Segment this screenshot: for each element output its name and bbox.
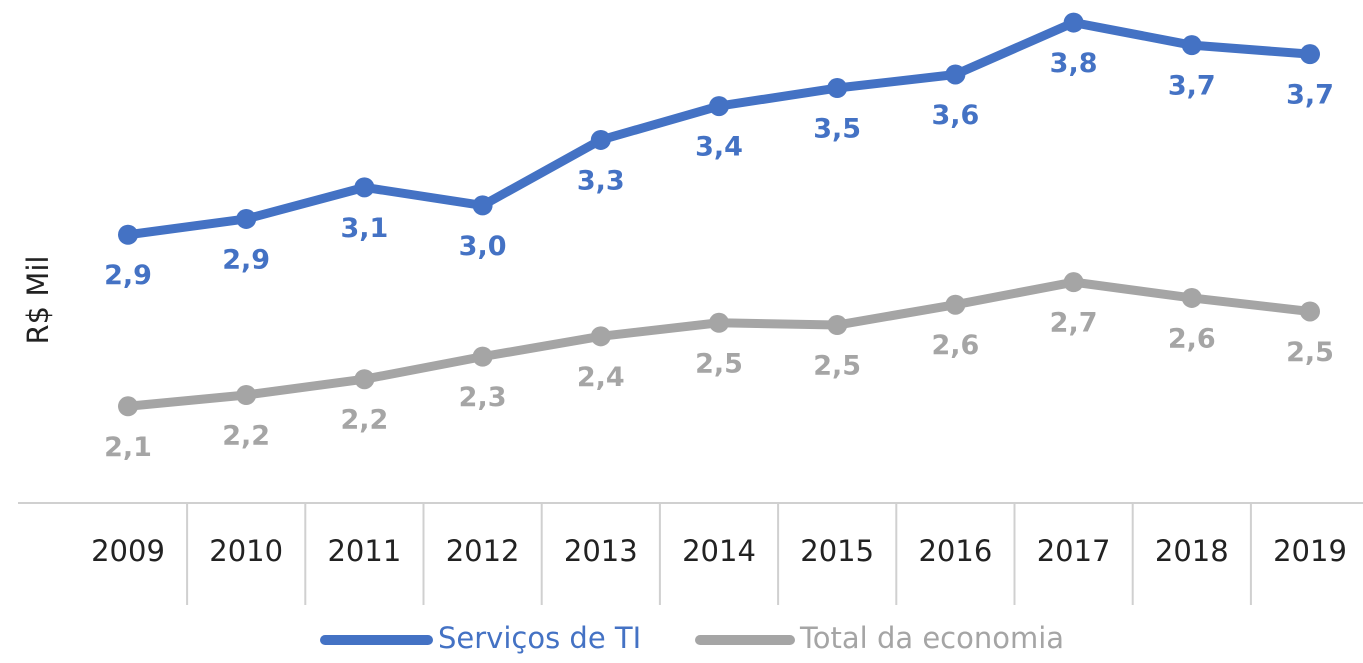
point	[709, 312, 729, 333]
point	[118, 224, 138, 245]
data-label: 2,6	[1168, 323, 1216, 354]
data-label: 2,9	[222, 244, 270, 275]
data-label: 3,7	[1286, 80, 1334, 111]
data-label: 2,7	[1050, 308, 1098, 339]
data-label: 3,5	[813, 114, 861, 145]
data-label: 3,8	[1050, 48, 1098, 79]
x-tick-label: 2009	[91, 534, 165, 568]
data-label: 2,5	[1286, 337, 1334, 368]
point	[1063, 272, 1084, 293]
point	[945, 294, 966, 315]
data-label: 3,0	[459, 231, 507, 262]
x-tick-label: 2010	[209, 534, 283, 568]
legend-label: Serviços de TI	[438, 621, 641, 655]
point	[590, 326, 611, 347]
x-tick-label: 2014	[682, 534, 756, 568]
data-label: 2,6	[931, 330, 979, 361]
point	[827, 315, 848, 336]
data-label: 3,7	[1168, 71, 1216, 102]
point	[1181, 35, 1202, 56]
x-tick-label: 2018	[1155, 534, 1229, 568]
point	[236, 385, 257, 405]
series-line	[127, 18, 1311, 240]
point	[472, 195, 493, 216]
data-label: 2,1	[104, 432, 152, 463]
x-tick-label: 2017	[1037, 534, 1111, 568]
point	[354, 177, 375, 198]
y-axis-label: R$ Mil	[21, 256, 55, 345]
data-label: 2,2	[340, 405, 388, 436]
x-tick-label: 2012	[446, 534, 520, 568]
point	[354, 369, 375, 390]
point	[827, 78, 848, 99]
data-label: 3,1	[340, 213, 388, 244]
data-label: 2,5	[695, 348, 743, 379]
data-label: 2,3	[459, 382, 507, 413]
point	[709, 96, 729, 117]
x-tick-label: 2013	[564, 534, 638, 568]
data-label: 3,4	[695, 132, 743, 163]
x-tick-label: 2016	[918, 534, 992, 568]
x-tick-label: 2011	[327, 534, 401, 568]
data-label: 2,2	[222, 421, 270, 452]
point	[945, 64, 966, 85]
point	[472, 346, 493, 367]
data-label: 3,3	[577, 165, 625, 196]
data-label: 2,5	[813, 351, 861, 382]
data-label: 2,9	[104, 260, 152, 291]
x-tick-label: 2019	[1273, 534, 1347, 568]
point	[1300, 301, 1320, 322]
series-line	[127, 277, 1311, 411]
legend-label: Total da economia	[799, 621, 1064, 655]
point	[118, 396, 138, 417]
point	[1063, 12, 1084, 33]
x-tick-label: 2015	[800, 534, 874, 568]
data-label: 3,6	[931, 100, 979, 131]
point	[1300, 44, 1320, 65]
data-label: 2,4	[577, 362, 625, 393]
point	[1181, 287, 1202, 308]
point	[590, 129, 611, 150]
point	[236, 208, 257, 229]
